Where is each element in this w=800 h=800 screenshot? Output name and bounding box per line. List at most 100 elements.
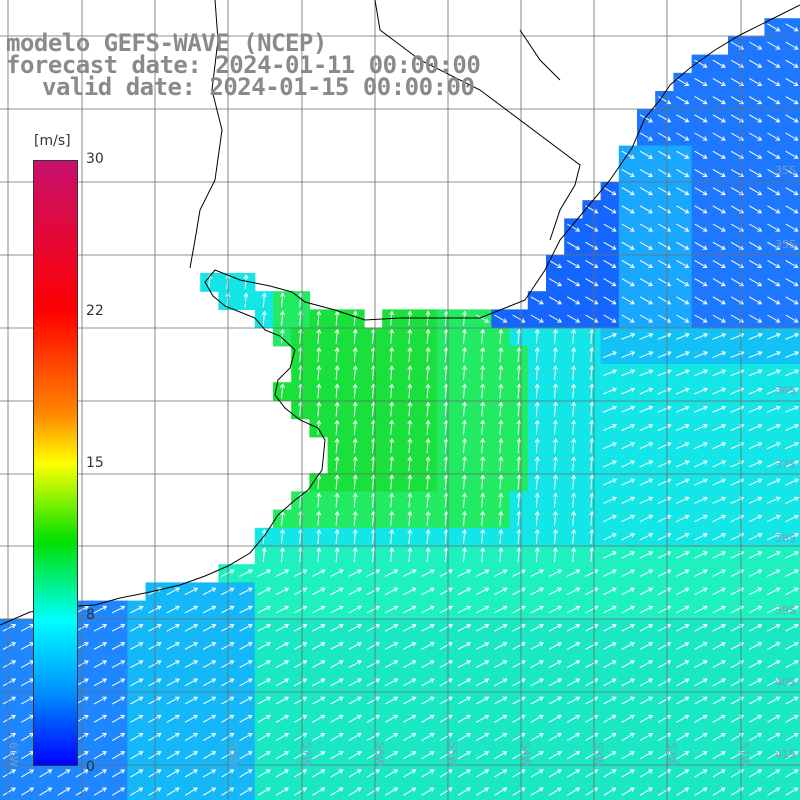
wind-arrow-head (320, 751, 326, 756)
wind-arrow-head (666, 332, 672, 338)
wind-arrow (603, 388, 617, 395)
wind-arrow-head (466, 714, 472, 720)
wind-arrow (621, 314, 635, 323)
wind-arrow (785, 769, 798, 778)
wind-arrow-head (757, 442, 763, 447)
wind-arrow-head (757, 351, 763, 356)
wind-arrow (572, 438, 575, 453)
wind-arrow-head (648, 587, 654, 592)
wind-arrow (748, 606, 762, 614)
wind-arrow (748, 314, 762, 323)
wind-arrow (657, 406, 671, 413)
wind-arrow (403, 642, 416, 650)
wind-arrow (712, 533, 726, 541)
wind-arrow (275, 569, 289, 577)
wind-arrow-head (284, 660, 290, 665)
wind-arrow (371, 438, 375, 453)
wind-arrow (239, 696, 253, 705)
wind-arrow (748, 77, 762, 86)
wind-arrow-head (593, 769, 599, 774)
wind-arrow (785, 551, 799, 559)
wind-arrow (548, 624, 562, 632)
wind-arrow (348, 678, 362, 687)
wind-arrow (621, 696, 635, 705)
wind-arrow-head (593, 787, 599, 792)
wind-arrow (639, 551, 653, 559)
wind-arrow (457, 606, 471, 614)
wind-arrow-head (721, 696, 726, 702)
wind-arrow-head (720, 733, 726, 738)
wind-arrow (312, 733, 325, 742)
wind-arrow (439, 769, 453, 778)
wind-arrow-head (775, 605, 781, 611)
wind-arrow (675, 533, 690, 541)
wind-arrow-head (466, 678, 472, 683)
wind-arrow-head (266, 696, 271, 702)
wind-arrow (621, 497, 635, 504)
wind-arrow-head (334, 456, 340, 461)
wind-arrow (590, 529, 593, 544)
wind-arrow (335, 420, 338, 435)
wind-arrow (353, 529, 357, 544)
wind-arrow (712, 168, 726, 177)
wind-arrow-head (316, 328, 322, 334)
wind-arrow-head (721, 623, 726, 629)
wind-arrow-head (138, 714, 144, 720)
wind-arrow (566, 642, 580, 650)
wind-arrow-head (648, 209, 654, 214)
wind-arrow-head (757, 623, 763, 629)
wind-arrow-head (357, 642, 362, 647)
wind-arrow-head (502, 733, 508, 738)
wind-arrow (244, 275, 247, 290)
wind-arrow (766, 497, 781, 504)
wind-arrow-head (466, 733, 472, 738)
wind-arrow (572, 384, 575, 399)
wind-arrow (766, 515, 781, 523)
wind-arrow-head (721, 532, 727, 538)
wind-arrow-head (320, 605, 326, 611)
wind-arrow (517, 420, 520, 435)
wind-arrow (639, 424, 653, 431)
wind-arrow-head (684, 387, 690, 393)
wind-arrow (767, 114, 780, 123)
wind-arrow-head (461, 401, 467, 407)
wind-arrow-head (389, 474, 395, 480)
wind-arrow (184, 660, 198, 669)
wind-arrow-head (229, 660, 235, 665)
wind-arrow (657, 241, 671, 250)
wind-arrow-head (411, 751, 417, 756)
wind-arrow-head (571, 510, 577, 516)
wind-arrow (494, 642, 507, 650)
wind-arrow (639, 351, 653, 358)
wind-arrow-head (721, 369, 727, 374)
wind-arrow (366, 751, 380, 760)
wind-arrow-head (502, 318, 508, 323)
wind-arrow-head (375, 787, 380, 792)
wind-arrow-head (793, 227, 799, 232)
wind-arrow-head (425, 547, 431, 552)
wind-arrow (785, 333, 799, 340)
wind-arrow (639, 369, 653, 377)
wind-arrow (111, 696, 125, 705)
wind-arrow-head (356, 733, 362, 738)
wind-arrow-head (393, 733, 399, 738)
wind-arrow-head (571, 492, 577, 498)
wind-arrow-head (425, 328, 431, 334)
wind-arrow-head (757, 369, 763, 374)
wind-arrow (239, 733, 253, 742)
wind-arrow (767, 132, 780, 141)
wind-arrow (293, 733, 307, 742)
wind-arrow (785, 187, 799, 196)
wind-arrow-head (666, 605, 672, 611)
wind-arrow-head (484, 769, 490, 774)
wind-arrow (748, 442, 762, 450)
wind-arrow-head (721, 387, 727, 393)
wind-arrow (444, 493, 448, 508)
wind-arrow (572, 493, 575, 508)
wind-arrow-head (320, 642, 326, 647)
wind-arrow-head (352, 510, 358, 516)
wind-arrow (590, 438, 593, 453)
wind-arrow-head (757, 423, 763, 429)
wind-arrow (366, 660, 380, 669)
wind-arrow (535, 475, 539, 490)
